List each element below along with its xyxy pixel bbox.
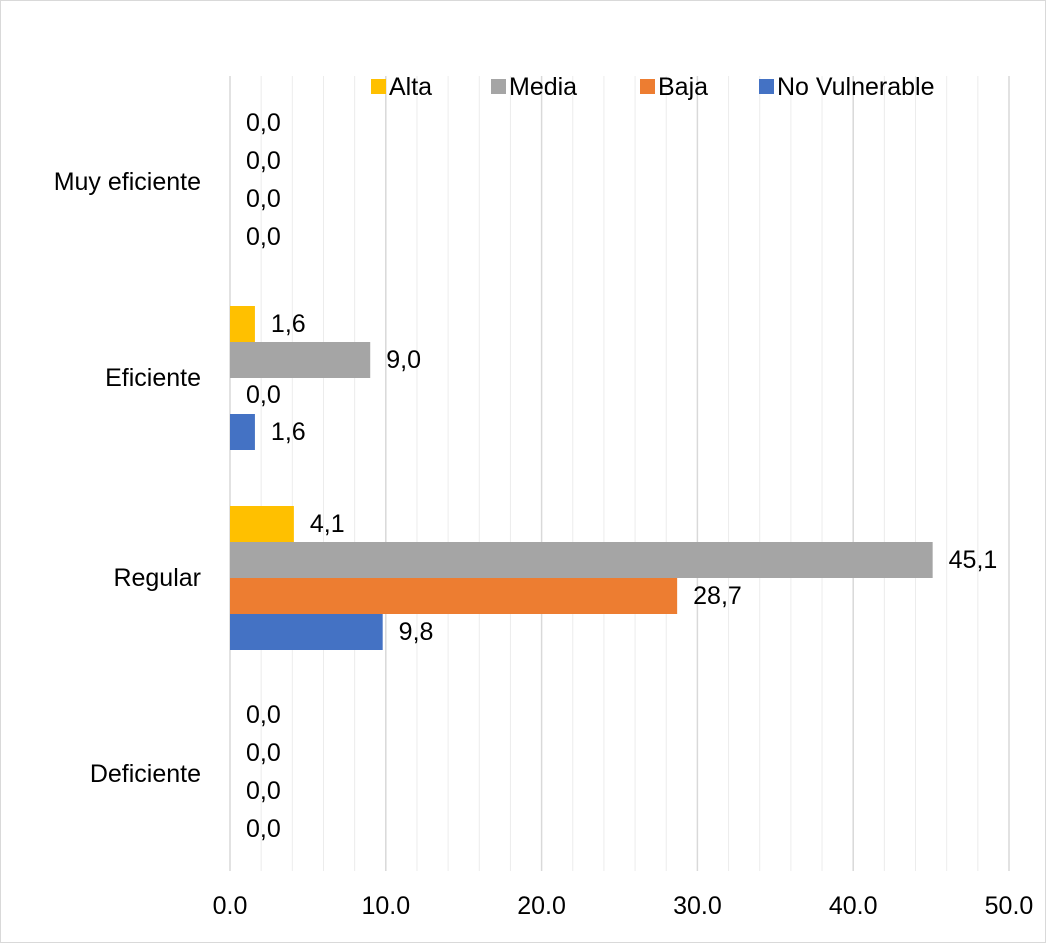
data-label: 0,0 <box>246 815 281 843</box>
bar <box>230 414 255 450</box>
legend-label: Media <box>509 73 577 101</box>
category-axis: Muy eficiente Eficiente Regular Deficiente <box>54 168 201 788</box>
data-label: 0,0 <box>246 777 281 805</box>
category-label: Regular <box>113 564 201 592</box>
data-label: 0,0 <box>246 147 281 175</box>
x-tick-label: 40.0 <box>829 892 878 920</box>
data-label: 0,0 <box>246 701 281 729</box>
data-label: 9,0 <box>386 346 421 374</box>
data-label: 1,6 <box>271 418 306 446</box>
bar <box>230 342 371 378</box>
bar <box>230 542 933 578</box>
legend-swatch <box>371 79 386 94</box>
x-tick-label: 10.0 <box>361 892 410 920</box>
category-label: Muy eficiente <box>54 168 201 196</box>
data-label: 45,1 <box>949 546 998 574</box>
value-axis: 0.0 10.0 20.0 30.0 40.0 50.0 <box>213 892 1034 920</box>
data-label: 0,0 <box>246 185 281 213</box>
bar <box>230 614 383 650</box>
data-label: 0,0 <box>246 223 281 251</box>
category-label: Deficiente <box>90 760 201 788</box>
x-tick-label: 50.0 <box>985 892 1034 920</box>
data-label: 4,1 <box>310 510 345 538</box>
data-label: 0,0 <box>246 109 281 137</box>
data-label: 0,0 <box>246 739 281 767</box>
gridlines <box>229 76 1010 871</box>
category-label: Eficiente <box>105 364 201 392</box>
legend-swatch <box>759 79 774 94</box>
bar <box>230 506 294 542</box>
bars <box>230 306 933 650</box>
data-label: 1,6 <box>271 310 306 338</box>
data-label: 9,8 <box>399 618 434 646</box>
data-label: 0,0 <box>246 381 281 409</box>
legend-label: No Vulnerable <box>777 73 935 101</box>
legend-label: Alta <box>389 73 432 101</box>
bar <box>230 578 678 614</box>
x-tick-label: 30.0 <box>673 892 722 920</box>
bar <box>230 306 255 342</box>
x-tick-label: 20.0 <box>517 892 566 920</box>
x-tick-label: 0.0 <box>213 892 248 920</box>
data-label: 28,7 <box>693 582 742 610</box>
legend: Alta Media Baja No Vulnerable <box>371 73 935 101</box>
legend-swatch <box>640 79 655 94</box>
legend-swatch <box>491 79 506 94</box>
legend-label: Baja <box>658 73 708 101</box>
data-labels: 0,0 0,0 0,0 0,0 1,6 9,0 0,0 1,6 4,1 45,1 28,7 9,8 0,… <box>246 109 997 843</box>
